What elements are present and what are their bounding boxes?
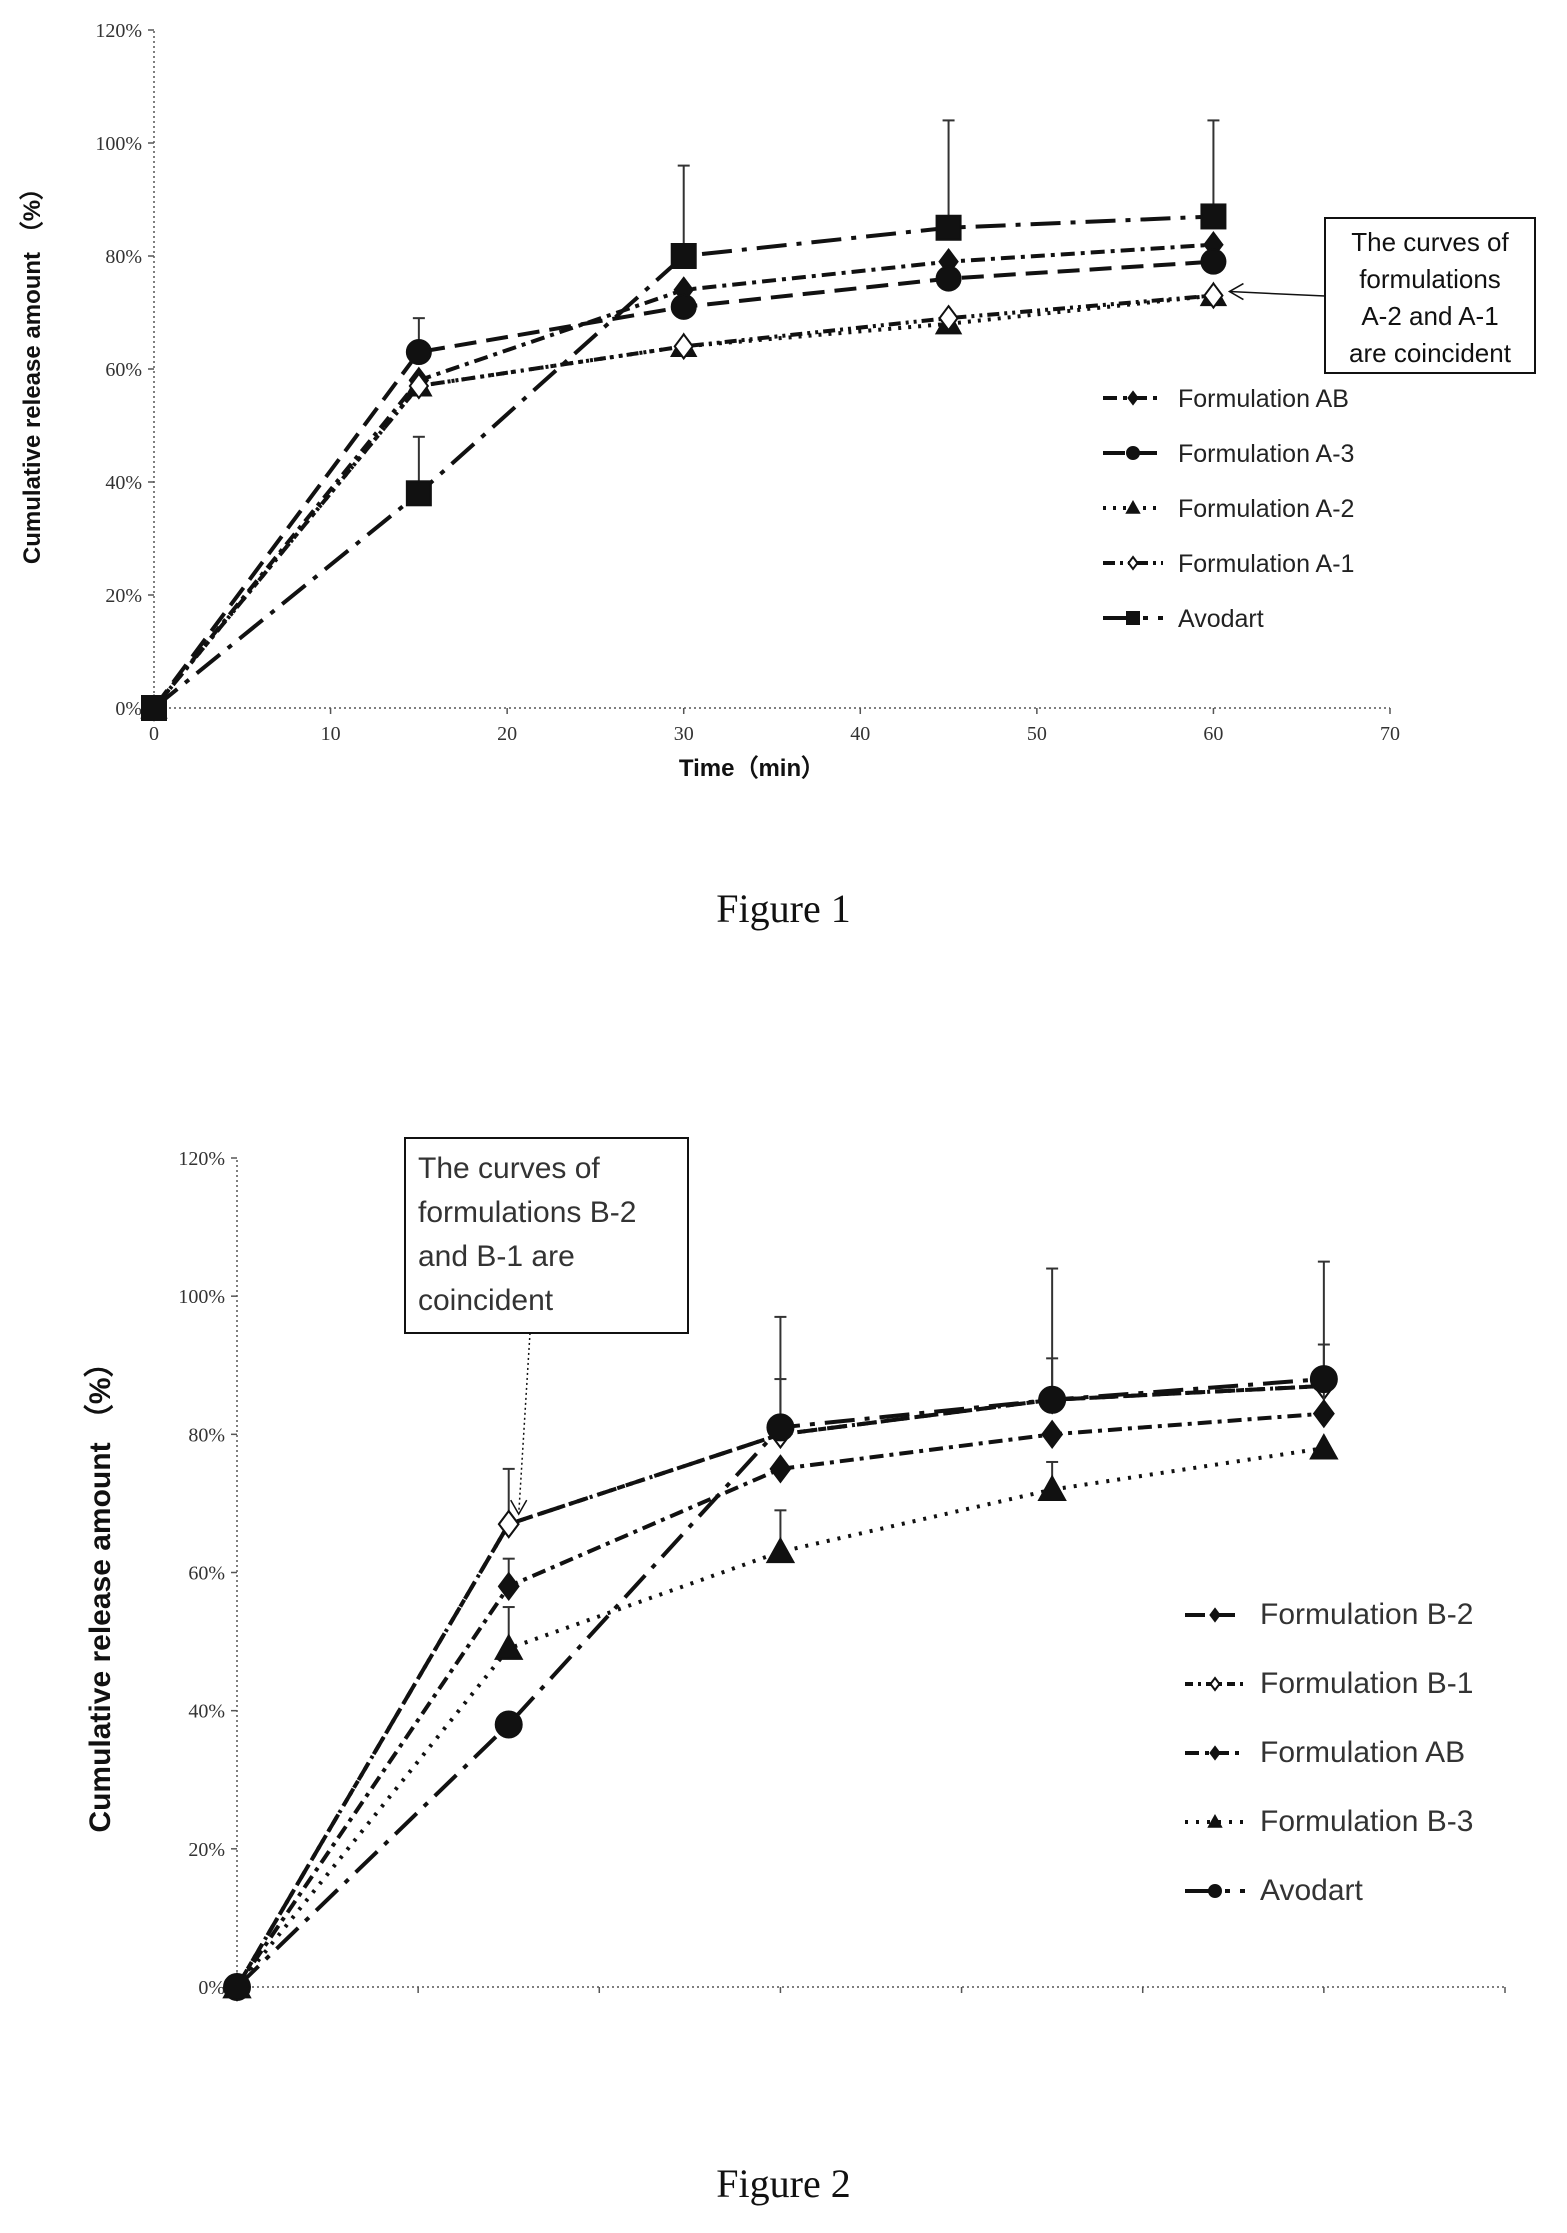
legend-marker [1209,1676,1221,1692]
legend-label: Formulation B-1 [1260,1667,1473,1700]
y-tick-label: 40% [188,1701,225,1723]
data-point [1038,1385,1067,1414]
legend-marker [1127,555,1139,571]
series-line [152,214,1214,710]
annotation-text: formulations B-2 [418,1196,636,1229]
annotation-box [1324,217,1536,374]
legend-marker [1209,1745,1221,1761]
data-point [223,1973,251,2001]
annotation-text: The curves of [418,1152,600,1185]
annotation-arrowhead [1227,282,1244,301]
x-tick-label: 0 [149,723,159,745]
data-point [1309,1365,1338,1394]
legend-marker [1125,499,1141,514]
legend-marker [1208,1884,1222,1898]
data-point [408,372,430,400]
y-tick-label: 20% [188,1839,225,1861]
y-tick-label: 60% [188,1563,225,1585]
y-tick-label: 100% [178,1286,225,1308]
y-tick-label: 120% [95,20,142,42]
data-point [766,1413,795,1442]
x-tick-label: 40 [850,723,870,745]
annotation-arrow [1229,290,1326,297]
data-point [405,339,432,366]
annotation-text: and B-1 are [418,1240,575,1273]
x-tick-label: 10 [321,723,341,745]
x-tick-label: 60 [1203,723,1223,745]
y-tick-label: 120% [178,1148,225,1170]
x-axis-title: Time（min） [679,755,825,782]
data-point [497,1571,520,1601]
legend-marker [1127,390,1139,406]
data-point [769,1454,792,1484]
y-tick-label: 0% [198,1977,225,1999]
legend-label: Formulation B-3 [1260,1805,1473,1838]
y-axis-title: Cumulative release amount （%） [19,176,46,564]
chart-2: 0% 20% 40% 60% 80% 100% 120% Cumulative release… [83,1137,1506,2002]
data-point [1200,248,1227,275]
data-point [765,1536,796,1564]
y-tick-label: 60% [105,359,142,381]
legend-label: Formulation A-1 [1178,550,1354,578]
annotation-text: A-2 and A-1 [1361,301,1498,331]
data-point [497,1509,520,1539]
legend-marker [1209,1607,1221,1623]
y-tick-label: 100% [95,133,142,155]
x-tick-label: 30 [674,723,694,745]
data-point [1200,203,1227,230]
data-point [935,265,962,292]
figure-1-caption: Figure 1 [716,886,851,931]
data-point [1203,281,1224,310]
y-tick-label: 40% [105,472,142,494]
data-point [938,304,959,332]
annotation-arrowhead [510,1499,528,1516]
series-line [235,1411,1325,1989]
data-point [494,1633,524,1660]
annotation-text: formulations [1359,264,1501,294]
annotation-text: The curves of [1351,227,1509,257]
annotation-text: coincident [418,1284,554,1317]
x-tick-label: 20 [497,723,517,745]
x-tick-label: 50 [1027,723,1047,745]
data-point [670,243,697,269]
data-point [1037,1474,1067,1501]
y-tick-label: 20% [105,585,142,607]
series-line [152,259,1214,710]
annotation-box [404,1137,689,1334]
legend-label: Formulation A-3 [1178,440,1354,468]
data-point [935,214,962,241]
legend-label: Avodart [1178,605,1264,633]
legend-marker [1207,1813,1223,1828]
figure-2-caption: Figure 2 [716,2161,851,2206]
legend-marker [1126,446,1140,460]
legend-label: Avodart [1260,1874,1364,1907]
legend-label: Formulation A-2 [1178,495,1354,523]
data-point [1312,1398,1335,1429]
legend-marker [1126,611,1140,625]
legend-label: Formulation AB [1178,385,1349,413]
annotation-arrow [517,1332,531,1515]
data-point [673,332,694,361]
chart-1: 0% 20% 40% 60% 80% 100% 120% 0 10 20 30 40 50 60 70 Cum… [19,20,1536,782]
annotation-text: are coincident [1349,338,1512,368]
y-tick-label: 0% [115,698,142,720]
x-tick-label: 70 [1380,723,1400,745]
data-point [494,1710,523,1739]
data-point [1309,1433,1339,1460]
y-tick-label: 80% [188,1424,225,1446]
y-axis-title: Cumulative release amount （%） [83,1347,117,1832]
data-point [405,480,432,507]
data-point [141,695,167,721]
legend-label: Formulation AB [1260,1736,1465,1769]
data-point [670,293,697,320]
legend-label: Formulation B-2 [1260,1598,1473,1631]
data-point [1041,1419,1064,1450]
y-tick-label: 80% [105,246,142,268]
